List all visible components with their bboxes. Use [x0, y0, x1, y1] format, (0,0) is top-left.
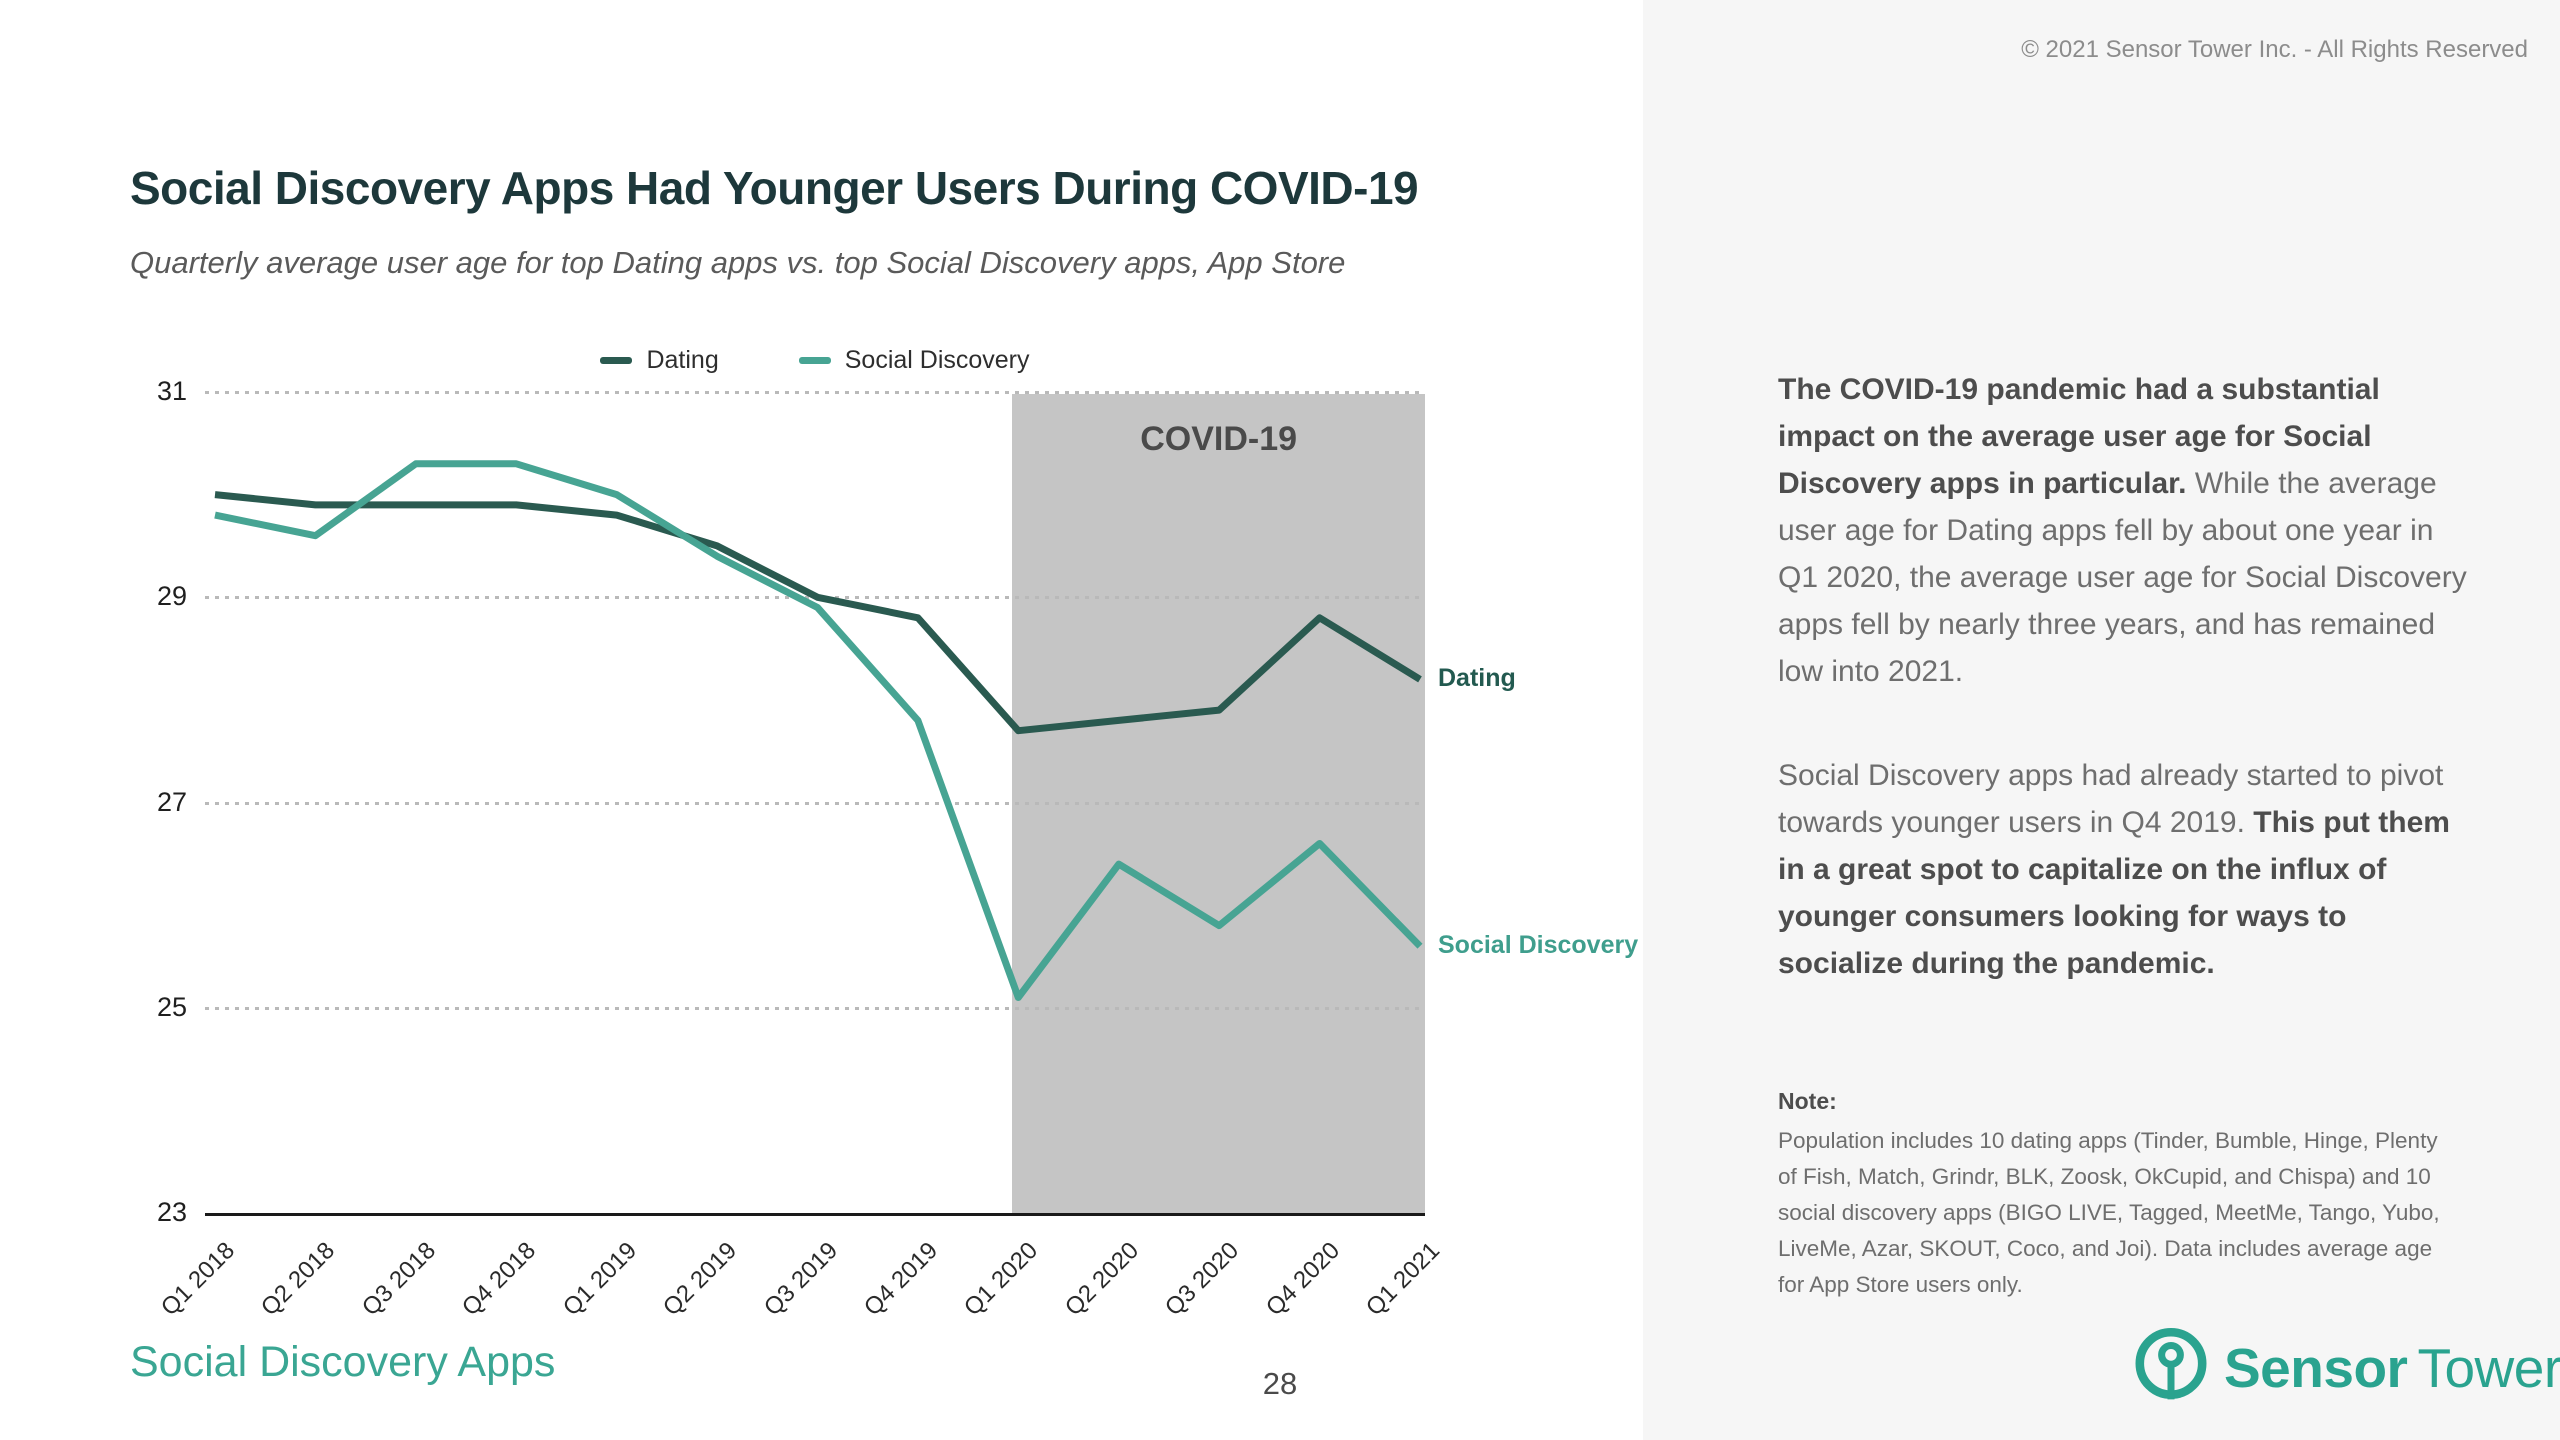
insight-regular-text: Social Discovery apps had already starte… [1778, 759, 2444, 839]
social-discovery-line [214, 460, 1423, 1001]
legend-dash-icon [798, 357, 831, 364]
logo-word-tower: Tower [2417, 1336, 2560, 1399]
gridline [205, 1006, 1425, 1010]
legend-dash-icon [600, 357, 633, 364]
copyright-text: © 2021 Sensor Tower Inc. - All Rights Re… [2021, 36, 2528, 63]
gridline [205, 801, 1425, 805]
chart-canvas [214, 460, 1423, 1001]
insight-paragraph-1: The COVID-19 pandemic had a substantial … [1778, 366, 2478, 695]
section-label: Social Discovery Apps [130, 1338, 556, 1386]
logo-word-sensor: Sensor [2224, 1336, 2408, 1399]
note-body: Population includes 10 dating apps (Tind… [1778, 1128, 2440, 1297]
social-discovery-line-label: Social Discovery [1438, 931, 1639, 960]
dating-line [214, 491, 1422, 735]
gridline [205, 391, 1425, 394]
sensor-tower-wordmark: Sensor Tower [2224, 1336, 2560, 1400]
y-axis-tick-label: 25 [156, 991, 187, 1022]
legend-item: Dating [600, 346, 719, 375]
insight-paragraph-2: Social Discovery apps had already starte… [1778, 752, 2478, 987]
page-number: 28 [1262, 1366, 1298, 1401]
page-title: Social Discovery Apps Had Younger Users … [130, 161, 1419, 214]
right-panel [1643, 0, 2560, 1440]
chart-legend: Dating Social Discovery [205, 346, 1425, 375]
note-block: Note: Population includes 10 dating apps… [1778, 1088, 2454, 1303]
sensor-tower-logo-icon [2132, 1326, 2210, 1409]
line-chart: COVID-19 [205, 391, 1425, 1216]
y-axis-tick-label: 29 [156, 581, 187, 612]
insight-bold-text: The COVID-19 pandemic had a substantial … [1778, 373, 2380, 500]
legend-label: Dating [646, 346, 719, 374]
chart-subtitle: Quarterly average user age for top Datin… [130, 245, 1346, 280]
y-axis-tick-label: 31 [156, 376, 187, 406]
y-axis-tick-label: 27 [156, 786, 187, 817]
legend-label: Social Discovery [844, 346, 1030, 374]
note-heading: Note: [1778, 1088, 1837, 1114]
legend-item: Social Discovery [798, 346, 1030, 375]
insight-bold-text: This put them in a great spot to capital… [1778, 806, 2450, 980]
dating-line-label: Dating [1438, 664, 1516, 693]
sensor-tower-logo: Sensor Tower [2132, 1326, 2560, 1409]
y-axis-tick-label: 23 [156, 1197, 187, 1227]
insight-regular-text: While the average user age for Dating ap… [1778, 467, 2467, 688]
covid-region-label: COVID-19 [1140, 420, 1298, 458]
